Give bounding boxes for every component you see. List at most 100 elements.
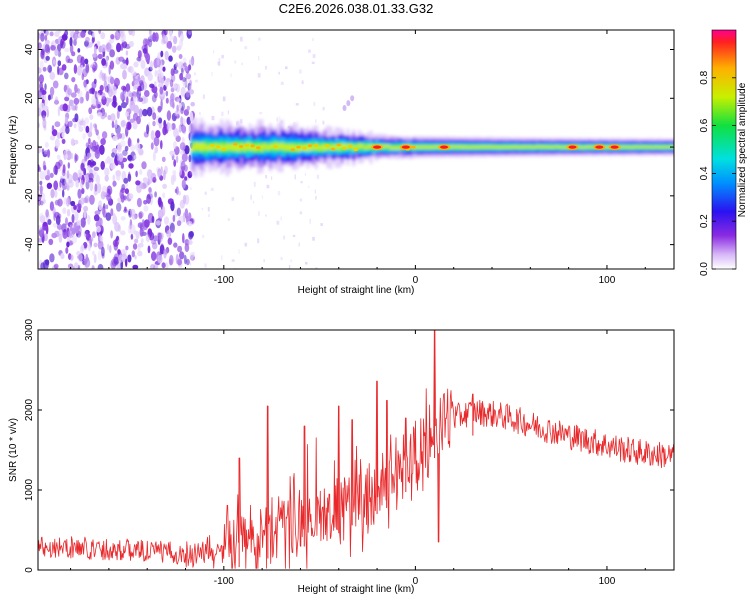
noise-blob — [39, 60, 44, 69]
signal-strip — [564, 145, 568, 149]
noise-blob — [61, 34, 68, 41]
signal-core-blob — [296, 145, 301, 149]
signal-core-blob — [210, 144, 215, 147]
signal-strip — [271, 143, 275, 149]
signal-strip — [493, 145, 497, 149]
noise-blob — [134, 238, 139, 244]
noise-blob — [52, 223, 58, 228]
noise-blob — [39, 180, 43, 186]
noise-blob — [180, 116, 184, 126]
noise-blob — [190, 101, 195, 107]
noise-speck — [202, 94, 205, 99]
noise-blob — [38, 225, 43, 231]
snr-panel: -100 0 100 0 1000 2000 3000 Height of straigh… — [8, 318, 675, 595]
noise-blob — [127, 254, 132, 263]
noise-blob — [127, 138, 133, 147]
signal-strip — [266, 145, 270, 151]
noise-blob — [173, 141, 177, 150]
noise-blob — [46, 109, 49, 118]
signal-strip — [197, 143, 201, 150]
noise-blob — [66, 241, 70, 248]
noise-blob — [137, 138, 140, 144]
noise-blob — [150, 142, 154, 150]
noise-blob — [74, 113, 79, 123]
noise-blob — [154, 81, 157, 87]
hotspot — [568, 145, 577, 149]
noise-blob — [179, 251, 185, 260]
colorbar-gradient — [711, 29, 737, 270]
x-tick-label: 0 — [413, 576, 419, 587]
signal-strip — [449, 145, 454, 149]
noise-blob — [107, 97, 112, 103]
signal-strip — [418, 145, 422, 149]
signal-strip — [277, 143, 281, 149]
noise-blob — [66, 208, 71, 217]
noise-blob — [80, 217, 86, 228]
signal-strip — [461, 145, 465, 149]
noise-blob — [39, 81, 43, 91]
noise-speck — [309, 218, 311, 224]
signal-strip — [498, 146, 502, 149]
signal-strip — [464, 145, 468, 149]
noise-blob — [101, 205, 106, 216]
noise-blob — [87, 243, 91, 252]
noise-speck — [308, 185, 310, 189]
noise-blob — [65, 197, 70, 207]
noise-blob — [41, 148, 45, 155]
noise-blob — [44, 43, 50, 54]
noise-speck — [263, 259, 265, 263]
noise-blob — [162, 66, 166, 72]
noise-blob — [61, 138, 66, 144]
noise-speck — [315, 119, 317, 123]
noise-blob — [40, 262, 46, 269]
noise-speck — [299, 69, 302, 74]
signal-strip — [309, 144, 313, 151]
noise-blob — [73, 97, 80, 105]
noise-speck — [305, 261, 308, 265]
spectrogram-marks — [38, 30, 674, 269]
noise-blob — [43, 125, 47, 131]
noise-blob — [99, 144, 105, 155]
noise-blob — [91, 37, 95, 44]
spectrogram-y-ticks: -40 -20 0 20 40 — [24, 44, 674, 252]
y-tick-label: 0 — [24, 567, 35, 573]
noise-blob — [168, 55, 173, 62]
noise-blob — [43, 165, 47, 171]
noise-blob — [163, 248, 169, 255]
noise-blob — [58, 233, 63, 243]
noise-blob — [93, 254, 97, 264]
noise-blob — [176, 220, 182, 227]
noise-blob — [100, 44, 107, 52]
noise-blob — [62, 103, 68, 112]
noise-blob — [122, 149, 128, 156]
signal-strip — [352, 145, 356, 151]
figure-title: C2E6.2026.038.01.33.G32 — [279, 1, 434, 16]
noise-blob — [132, 243, 138, 250]
noise-blob — [128, 224, 132, 230]
noise-blob — [38, 74, 45, 84]
signal-strip — [487, 145, 491, 149]
noise-speck — [276, 117, 279, 122]
noise-blob — [103, 73, 107, 83]
signal-strip — [343, 143, 347, 149]
signal-strip — [561, 146, 566, 149]
noise-speck — [299, 211, 303, 215]
noise-speck — [261, 195, 263, 200]
snr-plot-area — [38, 330, 674, 570]
signal-strip — [291, 144, 295, 151]
noise-blob — [81, 188, 85, 195]
noise-blob — [53, 165, 58, 175]
noise-blob — [133, 230, 138, 236]
noise-blob — [49, 201, 55, 212]
noise-blob — [169, 79, 174, 88]
signal-strip — [398, 146, 402, 150]
noise-blob — [76, 220, 82, 226]
noise-speck — [278, 71, 280, 75]
noise-blob — [64, 47, 70, 53]
noise-blob — [88, 107, 93, 115]
noise-speck — [271, 176, 273, 180]
noise-blob — [61, 132, 65, 138]
noise-blob — [122, 59, 127, 64]
signal-core-blob — [256, 146, 261, 150]
noise-speck — [280, 256, 283, 261]
